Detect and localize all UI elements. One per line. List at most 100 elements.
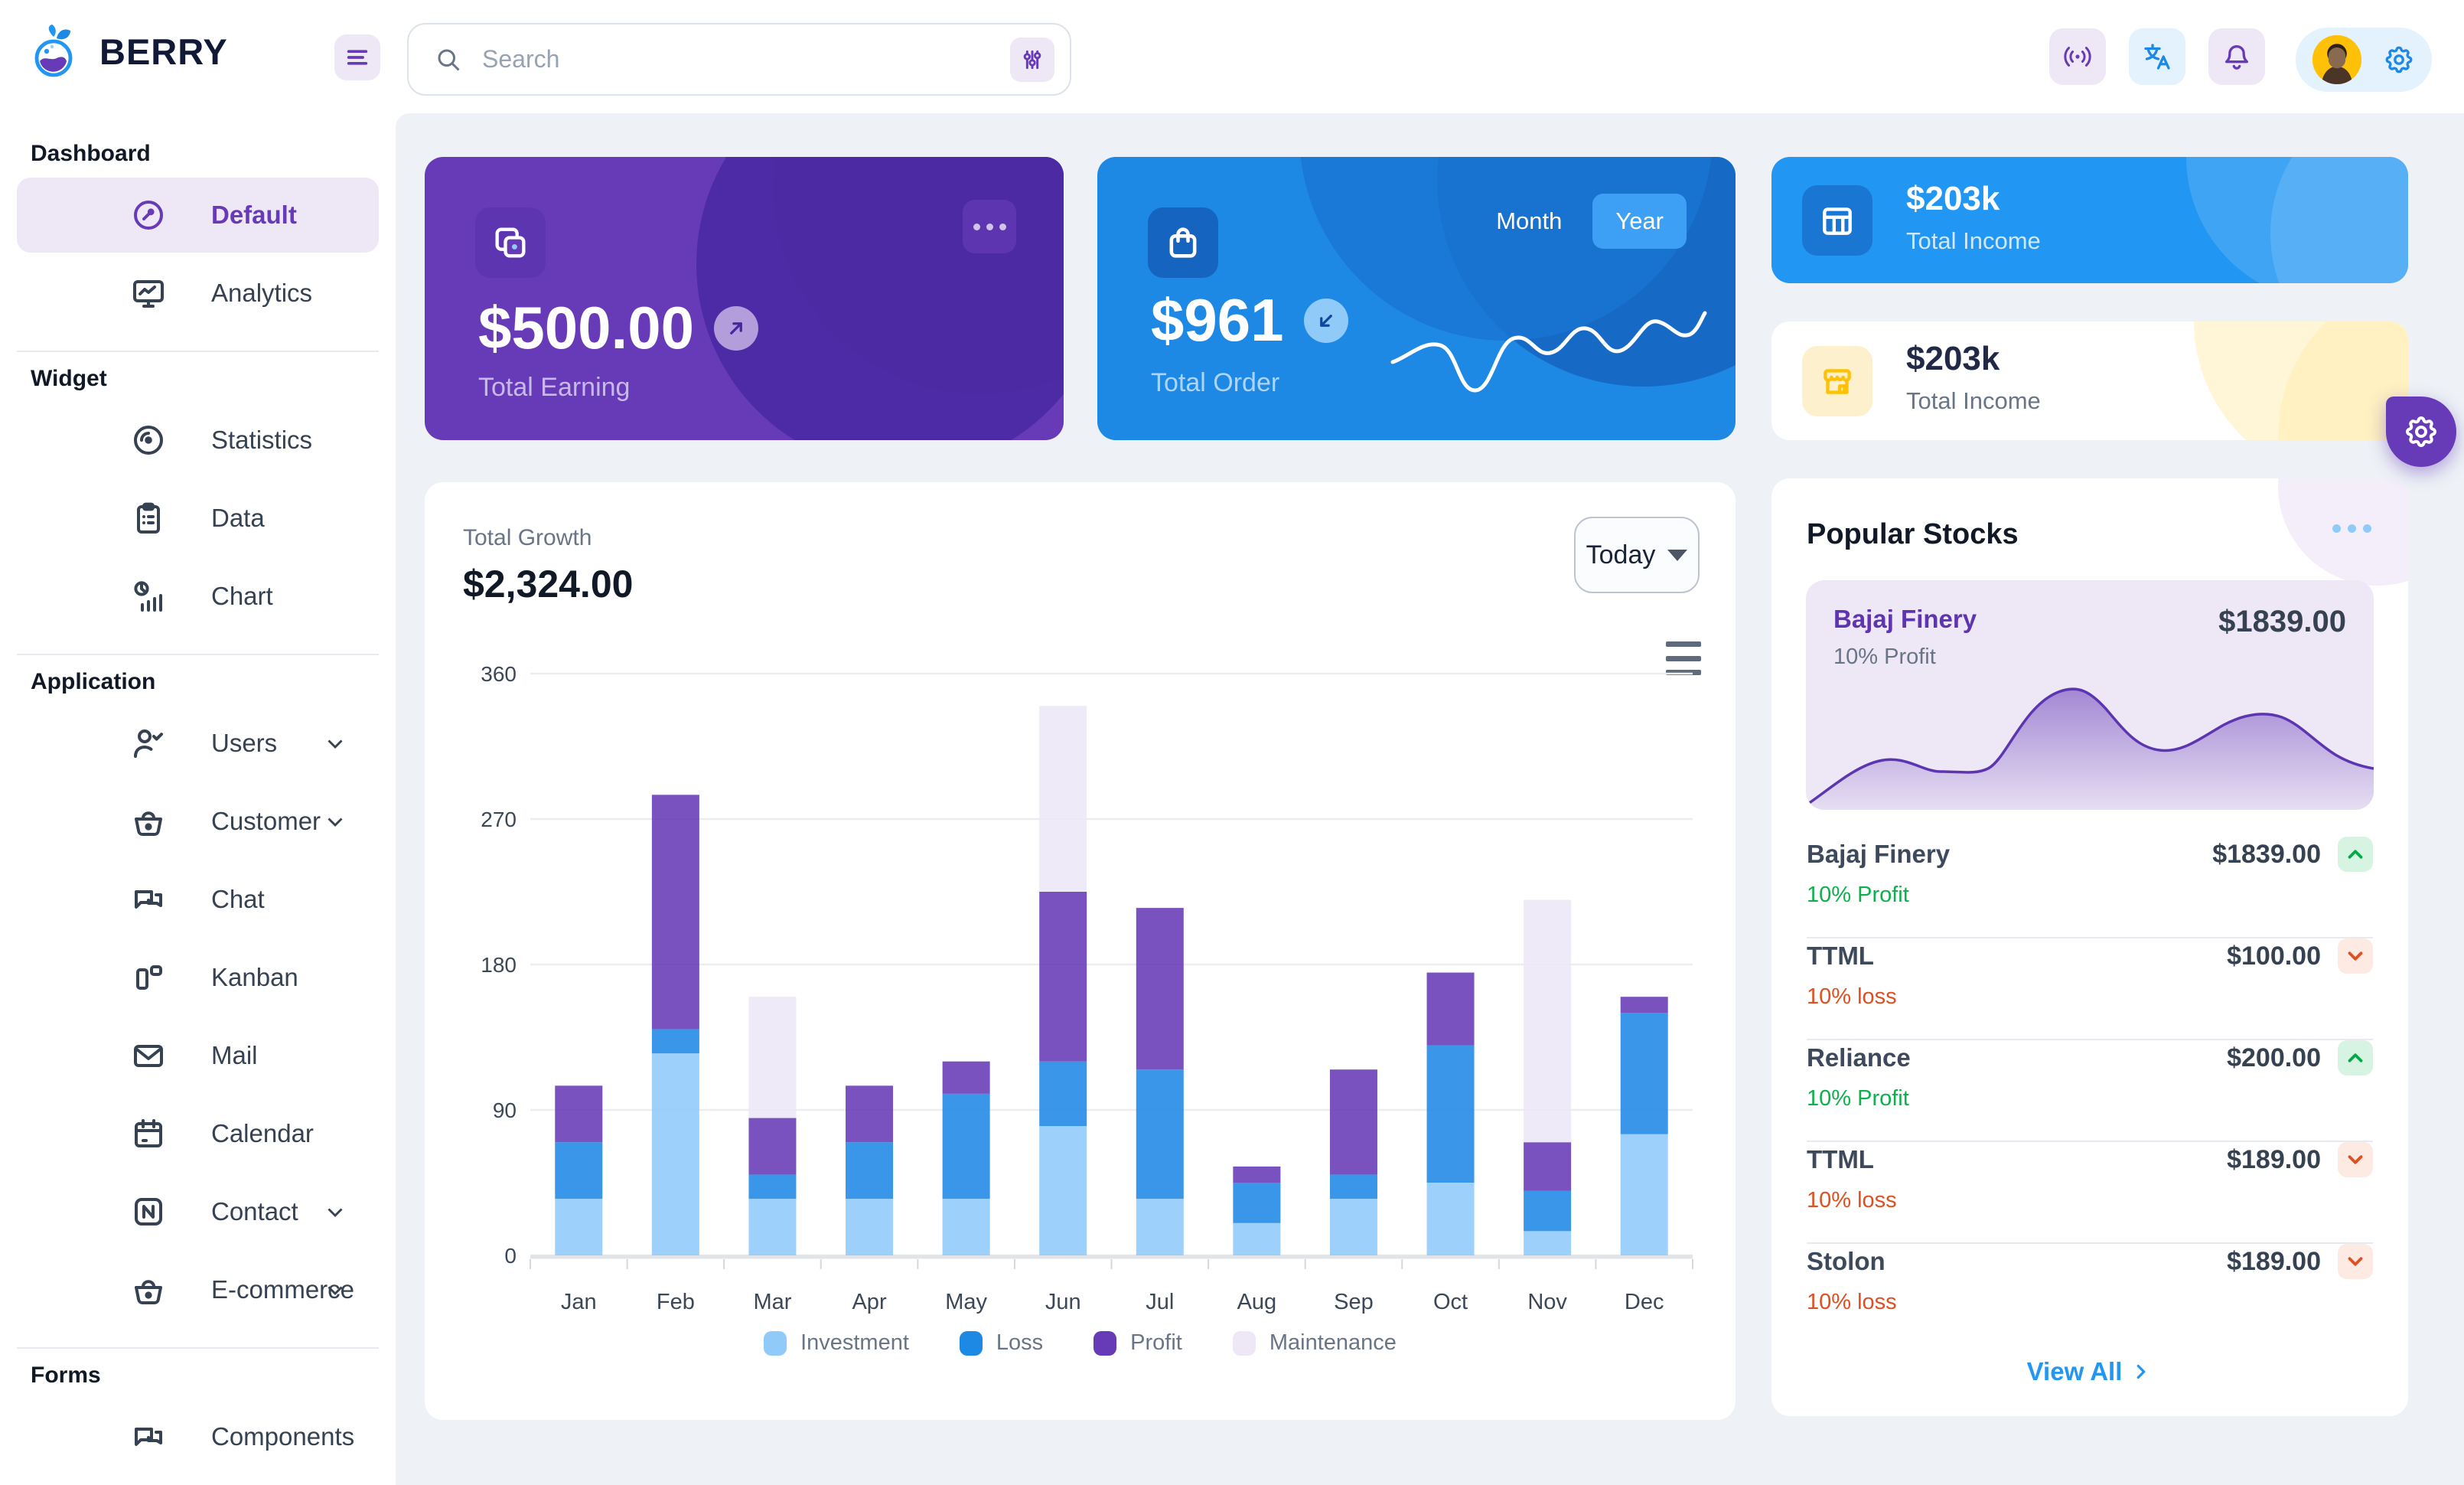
shopping-bag-icon: [1148, 207, 1218, 278]
card-menu-button[interactable]: [963, 200, 1016, 253]
legend-item-profit[interactable]: Profit: [1093, 1330, 1182, 1356]
brand-logo[interactable]: BERRY: [32, 24, 228, 78]
stock-row[interactable]: Reliance $200.00 10% Profit: [1807, 1040, 2373, 1142]
notifications-button[interactable]: [2208, 28, 2265, 85]
svg-text:Aug: Aug: [1237, 1290, 1277, 1314]
sidebar-item-kanban[interactable]: Kanban: [17, 940, 379, 1015]
table-icon: [1802, 185, 1872, 256]
popular-stocks-title: Popular Stocks: [1807, 518, 2019, 550]
growth-period-dropdown[interactable]: Today: [1574, 517, 1700, 593]
stock-row[interactable]: TTML $189.00 10% loss: [1807, 1142, 2373, 1244]
toggle-month-button[interactable]: Month: [1496, 207, 1563, 234]
sidebar-item-label: Analytics: [211, 279, 313, 307]
gear-icon: [2403, 413, 2440, 450]
stock-row[interactable]: Stolon $189.00 10% loss: [1807, 1244, 2373, 1346]
brand-name: BERRY: [99, 31, 228, 72]
svg-text:Oct: Oct: [1433, 1290, 1468, 1314]
divider: [1807, 1242, 2373, 1244]
search-settings-button[interactable]: [1010, 37, 1054, 82]
divider: [1807, 1141, 2373, 1142]
customize-fab-button[interactable]: [2386, 397, 2456, 467]
chat-icon: [130, 1418, 167, 1455]
sidebar-item-label: Data: [211, 504, 265, 532]
calendar-icon: [130, 1115, 167, 1152]
legend-swatch: [1232, 1330, 1256, 1356]
trend-badge: [2338, 938, 2373, 974]
legend-item-maintenance[interactable]: Maintenance: [1232, 1330, 1397, 1356]
basket-icon: [130, 803, 167, 840]
toggle-year-button[interactable]: Year: [1592, 194, 1687, 249]
stock-row[interactable]: Bajaj Finery $1839.00 10% Profit: [1807, 837, 2373, 938]
stock-row[interactable]: TTML $100.00 10% loss: [1807, 938, 2373, 1040]
sidebar-item-analytics[interactable]: Analytics: [17, 256, 379, 331]
order-sparkline-chart: [1387, 292, 1708, 406]
svg-text:Sep: Sep: [1334, 1290, 1374, 1314]
sidebar-item-customer[interactable]: Customer: [17, 784, 379, 859]
stocks-menu-button[interactable]: [2332, 524, 2371, 533]
sidebar-item-label: Mail: [211, 1041, 258, 1069]
sidebar-item-default[interactable]: Default: [17, 178, 379, 253]
sidebar-item-ecommerce[interactable]: E-commerce: [17, 1252, 379, 1327]
svg-text:Feb: Feb: [657, 1290, 695, 1314]
total-growth-card: Total Growth $2,324.00 Today 0 90 180 270 36…: [425, 482, 1736, 1420]
sidebar-toggle-button[interactable]: [334, 34, 380, 80]
sidebar-item-data[interactable]: Data: [17, 481, 379, 556]
sidebar-item-mail[interactable]: Mail: [17, 1018, 379, 1093]
sidebar-item-label: Chat: [211, 885, 265, 913]
sidebar-divider: [17, 351, 379, 352]
arrow-up-right-icon[interactable]: [713, 305, 758, 351]
sidebar-item-chart[interactable]: Chart: [17, 559, 379, 634]
featured-stock-name: Bajaj Finery: [1833, 605, 1977, 633]
total-income-label: Total Income: [1906, 227, 2041, 254]
disc-icon: [130, 422, 167, 459]
sidebar-item-users[interactable]: Users: [17, 706, 379, 781]
sidebar-section-dashboard: Dashboard: [31, 141, 151, 166]
sidebar-item-label: Calendar: [211, 1119, 314, 1147]
sidebar-item-statistics[interactable]: Statistics: [17, 403, 379, 478]
total-income-label: Total Income: [1906, 387, 2041, 414]
svg-text:270: 270: [481, 808, 517, 831]
popular-stocks-card: Popular Stocks Bajaj Finery $1839.00 10%…: [1771, 478, 2408, 1416]
translate-icon: [2141, 41, 2173, 73]
sidebar-item-components[interactable]: Components: [17, 1399, 379, 1474]
sidebar-item-chat[interactable]: Chat: [17, 862, 379, 937]
sidebar-divider: [17, 654, 379, 655]
sidebar-section-application: Application: [31, 669, 156, 694]
kanban-icon: [130, 959, 167, 996]
legend-item-loss[interactable]: Loss: [959, 1330, 1043, 1356]
svg-text:0: 0: [504, 1244, 517, 1268]
svg-text:Jan: Jan: [561, 1290, 597, 1314]
search-input[interactable]: [482, 45, 1010, 73]
search-icon: [435, 46, 462, 73]
avatar: [2312, 35, 2361, 84]
total-growth-label: Total Growth: [463, 525, 592, 550]
svg-text:360: 360: [481, 666, 517, 686]
sidebar-item-contact[interactable]: Contact: [17, 1174, 379, 1249]
total-income-value: $203k: [1906, 180, 2000, 217]
arrow-down-left-icon[interactable]: [1303, 298, 1348, 343]
header: BERRY: [0, 0, 2464, 113]
featured-stock-card[interactable]: Bajaj Finery $1839.00 10% Profit: [1806, 580, 2374, 810]
sidebar-item-label: Chart: [211, 582, 273, 610]
sidebar-item-label: Kanban: [211, 963, 298, 991]
legend-item-investment[interactable]: Investment: [764, 1330, 909, 1356]
total-earning-label: Total Earning: [478, 373, 631, 402]
chat-icon: [130, 881, 167, 918]
chart-menu-icon[interactable]: [1660, 638, 1707, 678]
trend-badge: [2338, 1244, 2373, 1279]
view-all-link[interactable]: View All: [1771, 1357, 2408, 1386]
growth-period-value: Today: [1586, 540, 1656, 570]
sidebar-item-label: Statistics: [211, 426, 313, 454]
broadcast-button[interactable]: [2049, 28, 2106, 85]
sidebar-item-label: Customer: [211, 807, 321, 835]
chevron-down-icon: [322, 808, 348, 834]
svg-text:Mar: Mar: [753, 1290, 791, 1314]
gauge-icon: [130, 197, 167, 233]
total-income-value: $203k: [1906, 340, 2000, 377]
profile-menu-button[interactable]: [2296, 28, 2432, 92]
legend-swatch: [1093, 1330, 1117, 1356]
chevron-down-icon: [322, 730, 348, 756]
language-button[interactable]: [2129, 28, 2185, 85]
sidebar-item-calendar[interactable]: Calendar: [17, 1096, 379, 1171]
decorative-circle: [2270, 157, 2408, 283]
